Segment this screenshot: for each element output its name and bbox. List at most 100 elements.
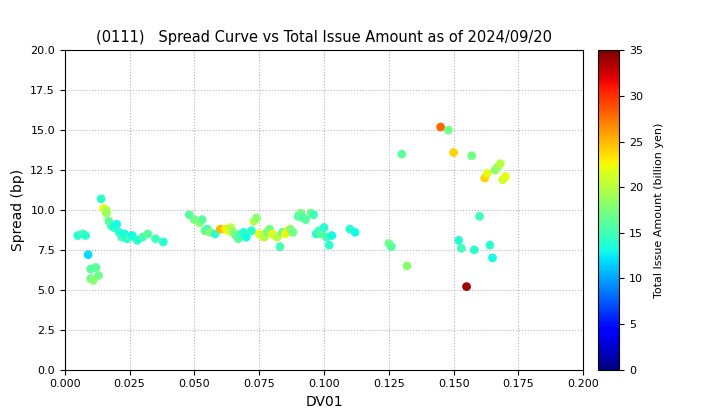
Point [197, 216, 208, 223]
Point [251, 215, 262, 221]
Point [72, 232, 84, 239]
Point [469, 247, 480, 253]
Point [308, 211, 320, 218]
Point [349, 229, 361, 236]
Point [266, 231, 278, 237]
Point [111, 221, 122, 228]
Point [396, 151, 408, 158]
Point [295, 210, 307, 217]
Point [461, 283, 472, 290]
Point [495, 160, 506, 167]
Point [90, 264, 102, 271]
Point [77, 231, 89, 237]
Point [137, 234, 148, 241]
Point [121, 235, 132, 242]
Point [158, 239, 169, 245]
Point [305, 210, 317, 217]
Point [500, 173, 511, 180]
Point [300, 216, 312, 223]
Point [85, 275, 96, 282]
Point [287, 229, 299, 236]
Point [297, 215, 309, 221]
Point [230, 232, 242, 239]
Point [482, 170, 493, 177]
Point [326, 232, 338, 239]
Point [142, 231, 153, 237]
Point [106, 223, 117, 229]
Point [248, 218, 260, 225]
Point [487, 255, 498, 261]
Point [222, 227, 234, 234]
Point [202, 226, 213, 233]
Point [127, 232, 138, 239]
Point [269, 232, 281, 239]
Point [264, 226, 275, 233]
Point [448, 149, 459, 156]
Point [321, 234, 333, 241]
Point [210, 231, 221, 237]
Point [453, 237, 464, 244]
Point [490, 167, 501, 173]
Point [189, 216, 200, 223]
Point [98, 205, 109, 212]
Point [484, 242, 495, 249]
Point [435, 123, 446, 130]
Title: (0111)   Spread Curve vs Total Issue Amount as of 2024/09/20: (0111) Spread Curve vs Total Issue Amoun… [96, 30, 552, 45]
Y-axis label: Spread (bp): Spread (bp) [11, 169, 24, 251]
Point [258, 234, 270, 241]
Point [150, 235, 161, 242]
Point [124, 234, 135, 241]
Y-axis label: Total Issue Amount (billion yen): Total Issue Amount (billion yen) [654, 122, 664, 298]
Point [466, 152, 477, 159]
X-axis label: DV01: DV01 [305, 395, 343, 409]
Point [233, 235, 244, 242]
Point [492, 163, 503, 170]
Point [246, 227, 257, 234]
Point [114, 229, 125, 236]
Point [318, 224, 330, 231]
Point [261, 229, 273, 236]
Point [199, 227, 210, 234]
Point [479, 175, 490, 181]
Point [497, 176, 508, 183]
Point [101, 210, 112, 217]
Point [274, 243, 286, 250]
Point [456, 245, 467, 252]
Point [386, 243, 397, 250]
Point [271, 234, 283, 241]
Point [344, 226, 356, 233]
Point [313, 227, 325, 234]
Point [184, 211, 195, 218]
Point [103, 218, 114, 225]
Point [220, 226, 231, 233]
Point [256, 232, 268, 239]
Point [310, 231, 322, 237]
Point [292, 213, 304, 220]
Point [80, 232, 91, 239]
Point [238, 229, 249, 236]
Point [228, 229, 239, 236]
Point [194, 219, 205, 226]
Point [85, 266, 96, 273]
Point [82, 251, 94, 258]
Point [443, 127, 454, 134]
Point [235, 231, 247, 237]
Point [401, 262, 413, 269]
Point [215, 226, 226, 233]
Point [119, 231, 130, 237]
Point [284, 226, 296, 233]
Point [101, 207, 112, 213]
Point [116, 234, 127, 241]
Point [474, 213, 485, 220]
Point [108, 224, 120, 231]
Point [88, 277, 99, 284]
Point [276, 229, 288, 236]
Point [282, 227, 294, 234]
Point [383, 240, 395, 247]
Point [323, 242, 335, 249]
Point [93, 272, 104, 279]
Point [253, 231, 265, 237]
Point [225, 224, 236, 231]
Point [95, 195, 107, 202]
Point [132, 237, 143, 244]
